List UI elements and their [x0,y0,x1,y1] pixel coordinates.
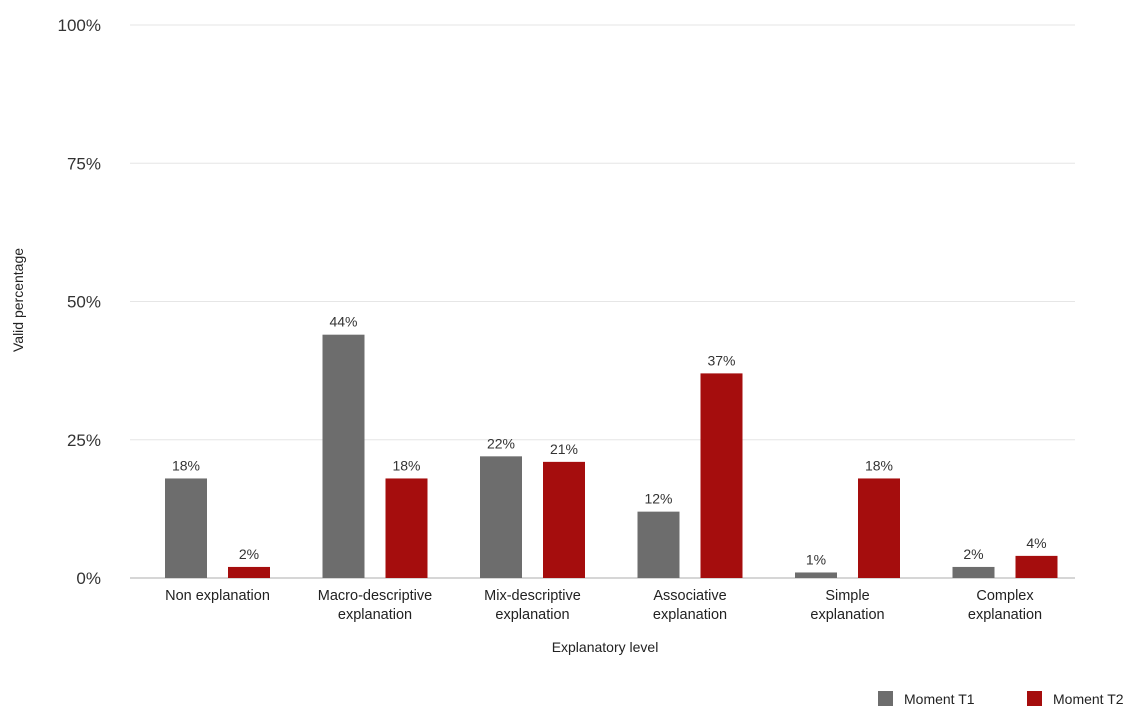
bar-t2 [228,566,270,578]
bar-t1 [952,566,995,578]
y-tick-label: 25% [67,431,101,450]
x-tick-label: Macro-descriptive explanation [318,588,432,623]
data-label: 12% [644,491,672,507]
bar-t2 [858,478,900,578]
data-label: 18% [865,457,893,473]
data-label: 18% [392,457,420,473]
data-label: 44% [329,314,357,330]
legend-label: Moment T2 [1053,691,1124,707]
data-label: 18% [172,457,200,473]
y-axis: 0% 25% 50% 75% 100% [58,16,101,588]
x-tick-label: Mix-descriptive explanation [484,588,581,623]
data-label: 1% [806,551,826,567]
data-label: 4% [1026,535,1046,551]
legend-label: Moment T1 [904,691,975,707]
legend: Moment T1 Moment T2 [878,691,1124,707]
bar-t2 [385,478,428,578]
bar-t2 [1015,555,1058,578]
bar-t2 [700,373,743,578]
y-tick-label: 75% [67,154,101,173]
x-tick-label: Simple explanation [810,588,884,623]
bars: 18% 2% 44% 18% 22% 21% 12% 37% 1% 18% 2% 4% [165,314,1058,578]
y-axis-title: Valid percentage [10,248,26,352]
data-label: 21% [550,441,578,457]
data-label: 2% [963,546,983,562]
bar-t1 [322,334,365,578]
bar-t2 [543,461,585,578]
legend-swatch-t2 [1027,691,1042,706]
y-tick-label: 50% [67,293,101,312]
data-label: 2% [239,546,259,562]
data-label: 37% [707,352,735,368]
x-axis: Non explanation Macro-descriptive explanat… [165,588,1042,623]
x-tick-label: Non explanation [165,588,270,604]
gridlines [130,24,1075,579]
bar-t1 [637,511,680,578]
legend-swatch-t1 [878,691,893,706]
y-tick-label: 0% [76,569,101,588]
x-tick-label: Complex explanation [968,588,1042,623]
x-tick-label: Associative explanation [653,588,727,623]
bar-t1 [165,478,207,578]
bar-t1 [795,572,837,578]
x-axis-title: Explanatory level [552,639,659,655]
data-label: 22% [487,435,515,451]
bar-t1 [480,456,522,578]
y-tick-label: 100% [58,16,101,35]
